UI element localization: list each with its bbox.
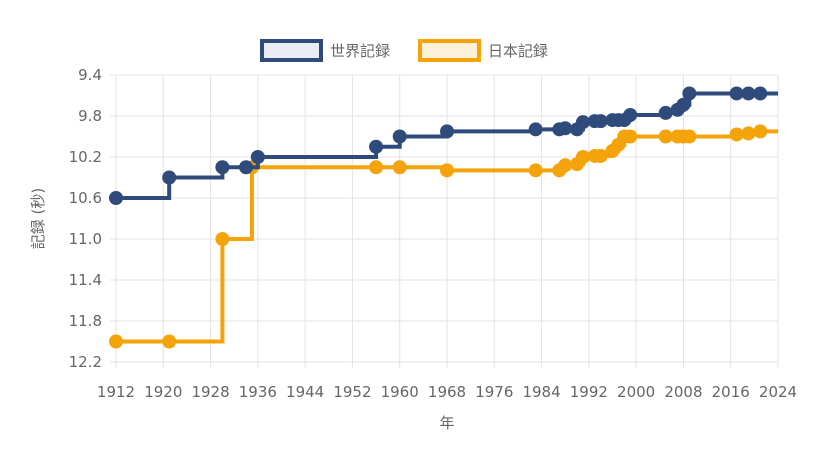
data-point [753, 124, 768, 139]
data-point [528, 122, 543, 137]
x-tick-label: 1992 [570, 383, 608, 401]
series-0 [109, 86, 778, 205]
data-point [741, 126, 756, 141]
x-tick-label: 1936 [239, 383, 277, 401]
data-point [623, 129, 638, 144]
x-tick-label: 1928 [191, 383, 229, 401]
data-point [575, 115, 590, 130]
y-tick-label: 10.6 [69, 189, 102, 207]
x-tick-label: 2000 [617, 383, 655, 401]
data-point [558, 121, 573, 136]
data-point [658, 129, 673, 144]
x-tick-label: 1944 [286, 383, 324, 401]
x-tick-label: 1960 [381, 383, 419, 401]
legend-item[interactable]: 世界記録 [260, 39, 390, 62]
data-point [109, 191, 123, 205]
y-tick-label: 10.2 [69, 148, 102, 166]
x-axis-title: 年 [439, 414, 454, 432]
x-tick-label: 1968 [428, 383, 466, 401]
legend: 世界記録 日本記録 [260, 39, 548, 62]
x-tick-label: 2008 [664, 383, 702, 401]
y-tick-label: 9.8 [78, 107, 102, 125]
y-tick-label: 11.8 [69, 312, 102, 330]
data-point [682, 86, 697, 101]
data-point [528, 163, 543, 178]
grid [110, 74, 779, 368]
legend-label: 世界記録 [330, 42, 390, 60]
y-tick-label: 9.4 [78, 66, 102, 84]
series-1 [109, 124, 778, 349]
series-layer [109, 86, 778, 349]
data-point [215, 232, 230, 246]
x-axis-ticks: 1912 1920 1928 1936 1944 1952 1960 1968 1976 1984… [97, 383, 797, 401]
data-point [369, 139, 384, 154]
data-point [593, 148, 608, 163]
legend-swatch [260, 39, 323, 62]
x-tick-label: 2016 [712, 383, 750, 401]
legend-item[interactable]: 日本記録 [418, 39, 548, 62]
data-point [676, 97, 691, 112]
data-point [623, 107, 638, 122]
data-point [440, 163, 454, 178]
data-point [729, 86, 744, 101]
data-point [558, 158, 573, 173]
data-point [741, 86, 756, 101]
x-tick-label: 1952 [333, 383, 371, 401]
data-point [162, 334, 177, 349]
data-point [239, 160, 254, 175]
data-point [215, 160, 230, 175]
x-tick-label: 1976 [475, 383, 513, 401]
x-tick-label: 1912 [97, 383, 135, 401]
data-point [729, 127, 744, 142]
y-tick-label: 11.4 [69, 271, 102, 289]
data-point [440, 124, 454, 139]
data-point [392, 160, 407, 175]
x-tick-label: 2024 [759, 383, 797, 401]
data-point [369, 160, 384, 175]
x-tick-label: 1984 [522, 383, 560, 401]
data-point [753, 86, 768, 101]
data-point [658, 105, 673, 120]
y-tick-label: 12.2 [69, 353, 102, 371]
y-tick-label: 11.0 [69, 230, 102, 248]
legend-label: 日本記録 [488, 42, 548, 60]
data-point [392, 129, 407, 144]
data-point [682, 129, 697, 144]
y-axis-ticks: 9.4 9.8 10.2 10.6 11.0 11.4 11.8 12.2 [69, 66, 102, 371]
data-point [250, 150, 265, 164]
data-point [593, 114, 608, 129]
y-axis-title: 記録 (秒) [29, 188, 47, 249]
data-point [162, 170, 177, 185]
data-point [109, 334, 123, 349]
x-tick-label: 1920 [144, 383, 182, 401]
data-point [575, 150, 590, 164]
legend-swatch [418, 39, 481, 62]
